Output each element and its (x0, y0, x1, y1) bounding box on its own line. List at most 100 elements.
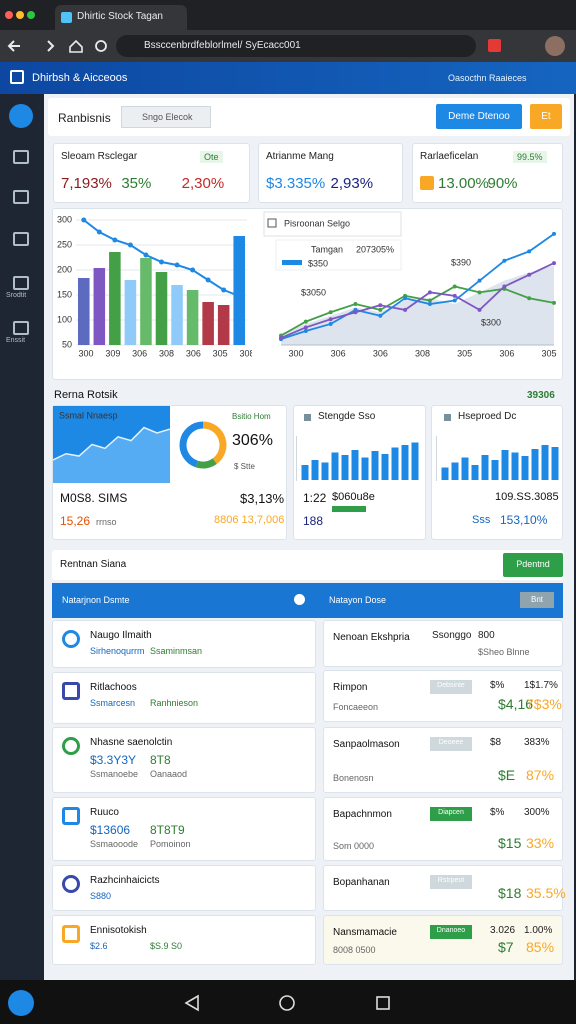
item-icon[interactable] (62, 807, 80, 825)
nav-icons (7, 39, 107, 53)
bar (140, 258, 152, 345)
kpi-value: 2,93% (330, 175, 374, 192)
card-accent (332, 506, 366, 512)
item-title[interactable]: Nansmamacie (333, 927, 397, 938)
x-tick-label: 305 (457, 348, 472, 358)
item-text: $3.3Y3Y (90, 753, 137, 767)
item-title[interactable]: Razhcinhaicicts (90, 875, 160, 886)
item-title[interactable]: Ennisotokish (90, 925, 147, 936)
item-title[interactable]: Ritlachoos (90, 682, 137, 693)
kpi-title: Atrianme Mang (266, 151, 334, 162)
section-title: Rentnan Siana (60, 559, 127, 570)
x-tick-label: 309 (105, 348, 120, 358)
item-title[interactable]: Nenoan Ekshpria (333, 632, 410, 643)
bar (551, 447, 559, 480)
card-title: Hseproed Dc (458, 411, 517, 422)
item-text: $S.9 S0 (150, 941, 183, 951)
card-foot: 153,10% (500, 513, 548, 527)
item-icon[interactable] (62, 925, 80, 943)
bar (155, 272, 168, 345)
item-big: 85% (526, 939, 555, 955)
toolbar-title: Ranbisnis (58, 111, 111, 125)
bar (78, 278, 90, 345)
url-box[interactable]: Bssccenbrdfeblorlmel/ SyEcacc001 (116, 35, 476, 57)
search-box[interactable]: Sngo Elecok (121, 106, 211, 128)
donut-segment (195, 458, 217, 469)
bar (381, 454, 389, 480)
bar (491, 460, 499, 480)
kpi-title: Rarlaeficelan (420, 151, 479, 162)
list-item (52, 727, 316, 793)
sidebar-icon[interactable] (13, 321, 29, 335)
item-icon[interactable] (62, 875, 80, 893)
header-button[interactable]: Bnt (520, 592, 554, 608)
bar (481, 455, 489, 480)
extension-icon (488, 39, 501, 52)
item-title[interactable]: Nhasne saenolctin (90, 737, 173, 748)
tab-icon (61, 12, 72, 23)
series-point (452, 298, 457, 303)
list-item (323, 620, 563, 667)
bar (511, 452, 519, 480)
series-point (452, 293, 457, 298)
x-tick-label: 308 (159, 348, 174, 358)
sidebar-icon[interactable] (13, 232, 29, 246)
item-icon[interactable] (62, 630, 80, 648)
item-icon[interactable] (62, 737, 80, 755)
main-panel: Ranbisnis Sngo Elecok Deme Dtenoo Et Sleoam … (44, 94, 574, 980)
kpi-value: $3.335% (266, 175, 326, 192)
area-label: Ssmal Nnaesp (59, 410, 118, 420)
sidebar-logo[interactable] (9, 104, 33, 128)
item-small: 1.00% (524, 925, 553, 936)
header-icon (294, 594, 305, 605)
item-small: 800 (478, 630, 495, 641)
item-big: 35.5% (526, 885, 566, 901)
donut-note: $ Stte (234, 462, 255, 471)
series-point (328, 321, 333, 326)
series-point (527, 272, 532, 277)
item-tag: Deoeee (430, 737, 472, 751)
list-item (323, 915, 563, 965)
series-point (502, 258, 507, 263)
home-icon (69, 39, 83, 53)
card-foot: 8806 13,7,006 (214, 514, 285, 526)
item-title[interactable]: Naugo Ilmaith (90, 630, 152, 641)
card-value: $3,13% (240, 491, 285, 506)
section-bar (52, 550, 563, 580)
tab-title: Dhirtic Stock Tagan (77, 11, 163, 22)
bar (217, 305, 230, 345)
item-title[interactable]: Sanpaolmason (333, 739, 400, 750)
bar (401, 445, 409, 480)
item-big: $4,16 (498, 696, 534, 712)
bar (351, 450, 359, 480)
line-point (236, 293, 242, 299)
item-title[interactable]: Rimpon (333, 682, 368, 693)
sidebar-icon[interactable] (13, 150, 29, 164)
bar (171, 285, 183, 345)
item-sub: Som 0000 (333, 841, 375, 851)
item-title[interactable]: Ruuco (90, 807, 119, 818)
nav-fab[interactable] (8, 990, 34, 1016)
avatar (545, 36, 565, 56)
section-button[interactable]: Pdentnd (503, 553, 563, 577)
secondary-button[interactable]: Et (530, 104, 562, 129)
line-point (159, 259, 164, 265)
series-point (552, 231, 556, 236)
item-title[interactable]: Bopanhanan (333, 877, 390, 888)
browser-tab[interactable]: Dhirtic Stock Tagan (55, 5, 187, 30)
x-tick-label: 306 (132, 348, 147, 358)
list-item (52, 865, 316, 911)
x-tick-label: 306 (331, 348, 346, 358)
sidebar-icon[interactable] (13, 190, 29, 204)
item-title[interactable]: Bapachnmon (333, 809, 392, 820)
area-line (53, 426, 170, 461)
primary-button[interactable]: Deme Dtenoo (436, 104, 522, 129)
area-chart: Ssmal Nnaesp (53, 406, 170, 483)
item-text: S880 (90, 891, 112, 901)
sidebar-icon[interactable] (13, 276, 29, 290)
item-sub: Bonenosn (333, 773, 374, 783)
item-small: 3.026 (490, 925, 516, 936)
item-icon[interactable] (62, 682, 80, 700)
item-small: Ssonggo (432, 630, 472, 641)
card-foot: 1:22 (303, 491, 327, 505)
